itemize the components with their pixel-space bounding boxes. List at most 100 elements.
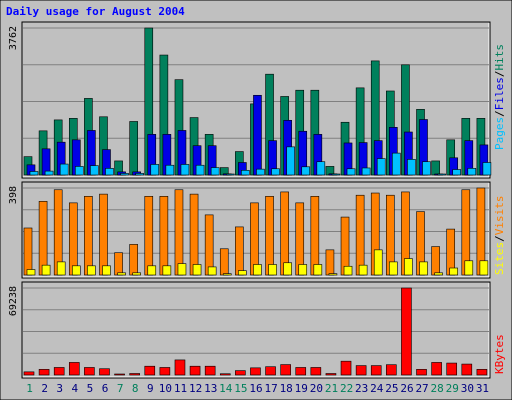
legend-hits: Hits — [493, 44, 506, 71]
y-max-label: 69238 — [8, 286, 19, 316]
x-tick-label-day-18: 18 — [280, 382, 293, 395]
right-legend-3: KBytes — [493, 334, 506, 374]
x-tick-label-day-14: 14 — [219, 382, 233, 395]
y-max-label: 3762 — [8, 26, 19, 50]
x-tick-label-day-3: 3 — [56, 382, 63, 395]
bar-sites-day-5 — [87, 265, 96, 276]
panel-frame — [21, 281, 491, 379]
x-tick-label-day-17: 17 — [264, 382, 277, 395]
bar-visits-day-17 — [265, 196, 274, 276]
legend-sites: Sites — [493, 242, 506, 275]
legend-pages: Pages — [493, 117, 506, 150]
bar-kbytes-day-23 — [355, 365, 367, 376]
y-max-labels: 3762 398 69238 — [8, 26, 19, 316]
x-tick-label-day-16: 16 — [249, 382, 262, 395]
bar-pages-day-11 — [180, 164, 190, 176]
bar-kbytes-day-25 — [386, 364, 397, 376]
bar-sites-day-18 — [283, 262, 292, 276]
panel-visits-sites — [21, 181, 491, 279]
bar-visits-day-2 — [38, 201, 48, 276]
bar-kbytes-day-22 — [340, 360, 352, 376]
bar-pages-day-30 — [467, 168, 477, 176]
x-tick-label-day-30: 30 — [461, 382, 474, 395]
bar-sites-day-12 — [192, 264, 202, 276]
bar-sites-day-2 — [41, 264, 51, 276]
x-tick-label-day-5: 5 — [87, 382, 94, 395]
legend-separator: / — [493, 71, 506, 78]
bar-pages-day-7 — [120, 173, 129, 176]
bar-sites-day-3 — [56, 261, 66, 276]
bar-sites-day-21 — [328, 273, 338, 276]
x-tick-label-day-15: 15 — [234, 382, 247, 395]
bar-visits-day-12 — [189, 193, 199, 276]
bar-kbytes-day-7 — [114, 373, 125, 376]
bar-sites-day-28 — [434, 272, 443, 276]
bar-sites-day-23 — [358, 264, 368, 276]
bar-pages-day-12 — [195, 164, 205, 176]
bar-pages-day-17 — [271, 168, 280, 176]
bar-pages-day-22 — [346, 168, 356, 176]
bar-pages-day-25 — [392, 152, 401, 176]
bar-kbytes-day-15 — [235, 370, 246, 376]
bar-kbytes-day-2 — [38, 369, 50, 376]
bar-pages-day-10 — [165, 164, 175, 176]
chart-panels — [21, 21, 492, 379]
legend-files: Files — [493, 77, 506, 110]
bar-visits-day-6 — [99, 193, 108, 276]
x-tick-label-day-28: 28 — [431, 382, 444, 395]
bar-kbytes-day-18 — [280, 364, 291, 376]
bar-hits-day-8 — [129, 121, 138, 176]
x-tick-label-day-11: 11 — [174, 382, 187, 395]
bar-visits-day-15 — [235, 226, 244, 276]
bar-kbytes-day-12 — [189, 365, 201, 376]
legend-visits: Visits — [493, 196, 506, 236]
bar-sites-day-17 — [268, 264, 277, 276]
bar-sites-day-10 — [162, 265, 172, 276]
bar-kbytes-day-20 — [310, 367, 322, 376]
x-tick-label-day-8: 8 — [132, 382, 139, 395]
bar-kbytes-day-29 — [446, 362, 458, 376]
bar-pages-day-2 — [44, 170, 54, 176]
bar-kbytes-day-4 — [68, 362, 80, 376]
bar-pages-day-23 — [361, 167, 371, 176]
bar-visits-day-13 — [204, 214, 214, 276]
chart-title: Daily usage for August 2004 — [6, 5, 185, 18]
bar-kbytes-day-8 — [129, 373, 140, 376]
bar-pages-day-5 — [90, 165, 99, 176]
bar-files-day-16 — [253, 94, 262, 176]
bar-pages-day-4 — [74, 166, 84, 176]
bar-sites-day-14 — [222, 273, 232, 276]
bar-sites-day-19 — [298, 264, 308, 276]
bar-pages-day-24 — [376, 158, 386, 176]
bar-sites-day-8 — [132, 272, 141, 276]
bar-kbytes-day-30 — [461, 363, 473, 376]
bar-sites-day-20 — [313, 264, 323, 276]
bar-sites-day-4 — [71, 265, 81, 276]
bar-pages-day-15 — [241, 170, 250, 176]
bar-sites-day-30 — [464, 260, 474, 276]
x-tick-label-day-10: 10 — [159, 382, 172, 395]
bar-pages-day-16 — [256, 168, 265, 176]
bar-pages-day-3 — [59, 163, 69, 176]
bar-kbytes-day-5 — [84, 367, 95, 376]
bar-sites-day-31 — [479, 260, 489, 276]
legend-separator: / — [493, 235, 506, 242]
x-tick-label-day-2: 2 — [41, 382, 48, 395]
x-tick-label-day-24: 24 — [370, 382, 384, 395]
bar-kbytes-day-1 — [23, 371, 35, 376]
bar-sites-day-25 — [389, 261, 398, 276]
bar-kbytes-day-14 — [219, 373, 231, 376]
x-axis-labels: 1 2 3 4 5 6 7 8 9 10 11 12 13 14 15 16 17 18 19 20 21 22 23 24 2… — [26, 382, 489, 395]
bar-pages-day-18 — [286, 146, 295, 176]
bar-visits-day-9 — [144, 196, 154, 276]
bar-visits-day-1 — [23, 227, 33, 276]
bar-kbytes-day-13 — [204, 365, 216, 376]
bar-sites-day-26 — [404, 258, 413, 276]
legend-separator: / — [493, 110, 506, 117]
bar-sites-day-22 — [343, 265, 353, 276]
bar-visits-day-5 — [84, 196, 93, 276]
x-tick-label-day-19: 19 — [295, 382, 308, 395]
bar-visits-day-21 — [325, 249, 335, 276]
bar-sites-day-13 — [207, 266, 217, 276]
